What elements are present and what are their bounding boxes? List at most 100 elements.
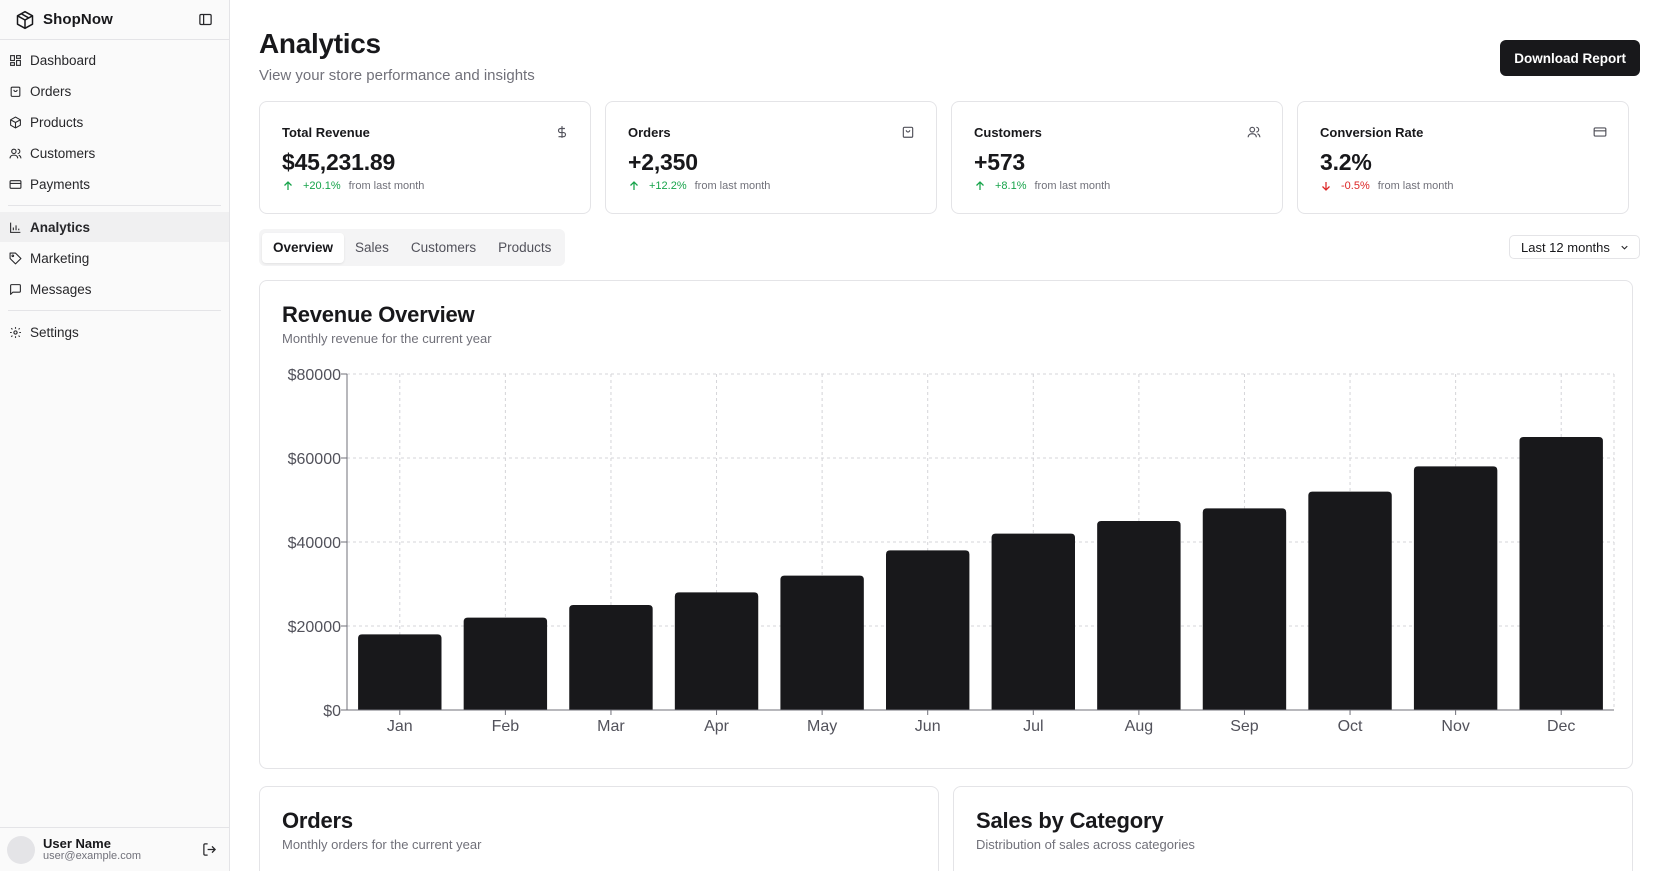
brand-header: ShopNow	[0, 0, 229, 40]
sidebar-item-label: Messages	[30, 281, 92, 297]
x-tick-label: Feb	[492, 718, 520, 735]
sidebar-item-label: Payments	[30, 176, 91, 192]
y-tick-label: $60000	[288, 451, 341, 468]
x-tick-label: May	[807, 718, 837, 735]
revenue-bar	[1097, 521, 1181, 710]
tab-products[interactable]: Products	[498, 240, 552, 255]
analytics-tabs: Overview Sales Customers Products	[259, 229, 566, 266]
card-title: Revenue Overview	[282, 302, 475, 327]
sidebar-toggle-icon[interactable]	[195, 10, 215, 30]
main-content: Analytics View your store performance an…	[230, 0, 1658, 871]
tab-sales[interactable]: Sales	[355, 240, 389, 255]
sidebar-item-dashboard[interactable]: Dashboard	[0, 45, 229, 75]
card-subtitle: Monthly revenue for the current year	[282, 331, 492, 346]
download-report-button[interactable]: Download Report	[1500, 40, 1640, 76]
sidebar-item-customers[interactable]: Customers	[0, 138, 229, 168]
credit-card-icon	[8, 177, 22, 191]
y-tick-label: $80000	[288, 367, 341, 384]
revenue-bar	[1519, 437, 1603, 710]
arrow-up-icon	[628, 179, 642, 193]
card-title: Sales by Category	[976, 808, 1164, 833]
delta-suffix: from last month	[694, 180, 771, 192]
stat-card-orders: Orders +2,350 +12.2% from last month	[605, 101, 937, 214]
sidebar-item-orders[interactable]: Orders	[0, 76, 229, 106]
delta-percent: +12.2%	[649, 180, 687, 192]
x-tick-label: Nov	[1441, 718, 1469, 735]
user-name: User Name	[43, 835, 111, 851]
arrow-up-icon	[974, 179, 988, 193]
users-icon	[1246, 124, 1262, 140]
date-range-select[interactable]: Last 12 months	[1509, 235, 1640, 259]
delta-suffix: from last month	[1034, 180, 1111, 192]
stat-card-conversion: Conversion Rate 3.2% -0.5% from last mon…	[1297, 101, 1629, 214]
revenue-bar	[463, 617, 548, 710]
sidebar-item-payments[interactable]: Payments	[0, 169, 229, 199]
sidebar-item-label: Products	[30, 114, 84, 130]
card-subtitle: Monthly orders for the current year	[282, 837, 482, 852]
nav-divider	[8, 310, 221, 311]
sidebar-item-settings[interactable]: Settings	[0, 317, 229, 347]
arrow-up-icon	[282, 179, 296, 193]
sidebar-item-messages[interactable]: Messages	[0, 274, 229, 304]
box-logo-icon	[14, 9, 36, 31]
tab-overview[interactable]: Overview	[262, 232, 345, 263]
x-tick-label: Apr	[704, 718, 730, 735]
x-tick-label: Mar	[597, 718, 625, 735]
delta-percent: +20.1%	[303, 180, 341, 192]
bar-chart-icon	[8, 220, 22, 234]
logout-icon[interactable]	[200, 841, 218, 859]
stat-delta: -0.5% from last month	[1320, 179, 1606, 193]
x-tick-label: Jun	[915, 718, 941, 735]
orders-card: Orders Monthly orders for the current ye…	[259, 786, 939, 871]
chevron-down-icon	[1619, 241, 1631, 253]
sidebar-item-marketing[interactable]: Marketing	[0, 243, 229, 273]
y-tick-label: $40000	[288, 535, 341, 552]
revenue-overview-card: Revenue Overview Monthly revenue for the…	[259, 280, 1633, 769]
revenue-bar	[674, 592, 759, 710]
sidebar-nav: Dashboard Orders Products Customers Paym…	[0, 40, 229, 352]
revenue-bar	[991, 533, 1075, 710]
revenue-bar	[1202, 508, 1287, 710]
x-tick-label: Sep	[1230, 718, 1259, 735]
dashboard-icon	[8, 53, 22, 67]
delta-suffix: from last month	[348, 180, 425, 192]
sidebar-item-label: Dashboard	[30, 52, 97, 68]
tag-icon	[8, 251, 22, 265]
stat-card-revenue: Total Revenue $45,231.89 +20.1% from las…	[259, 101, 591, 214]
sidebar-item-label: Settings	[30, 324, 79, 340]
stat-value: +573	[974, 149, 1026, 175]
stat-card-customers: Customers +573 +8.1% from last month	[951, 101, 1283, 214]
brand-name: ShopNow	[43, 11, 113, 28]
x-tick-label: Jul	[1023, 718, 1043, 735]
revenue-bar	[569, 605, 653, 710]
sidebar-item-label: Marketing	[30, 250, 90, 266]
stat-delta: +20.1% from last month	[282, 179, 568, 193]
sidebar-item-products[interactable]: Products	[0, 107, 229, 137]
dollar-icon	[554, 124, 570, 140]
user-panel: User Name user@example.com	[0, 827, 229, 871]
stat-label: Conversion Rate	[1320, 125, 1424, 140]
arrow-down-icon	[1320, 179, 1334, 193]
stat-label: Total Revenue	[282, 125, 370, 140]
card-subtitle: Distribution of sales across categories	[976, 837, 1195, 852]
revenue-bar-chart: $0 $20000 $40000 $60000 $80000 Jan Feb Mar Apr Ma…	[288, 367, 1615, 735]
y-tick-label: $0	[323, 703, 341, 720]
shopping-bag-icon	[900, 124, 916, 140]
revenue-bar	[780, 575, 864, 710]
x-tick-label: Oct	[1338, 718, 1363, 735]
users-icon	[8, 146, 22, 160]
sidebar: ShopNow Dashboard Orders Products Custom…	[0, 0, 230, 871]
avatar[interactable]	[7, 835, 35, 864]
sidebar-item-analytics[interactable]: Analytics	[0, 212, 229, 242]
delta-suffix: from last month	[1377, 180, 1454, 192]
message-icon	[8, 282, 22, 296]
date-range-value: Last 12 months	[1521, 239, 1610, 255]
tab-customers[interactable]: Customers	[410, 240, 477, 255]
sidebar-item-label: Orders	[30, 83, 72, 99]
y-tick-label: $20000	[288, 619, 341, 636]
shopping-bag-icon	[8, 84, 22, 98]
x-tick-label: Jan	[387, 718, 413, 735]
gear-icon	[8, 325, 22, 339]
delta-percent: -0.5%	[1341, 180, 1370, 192]
